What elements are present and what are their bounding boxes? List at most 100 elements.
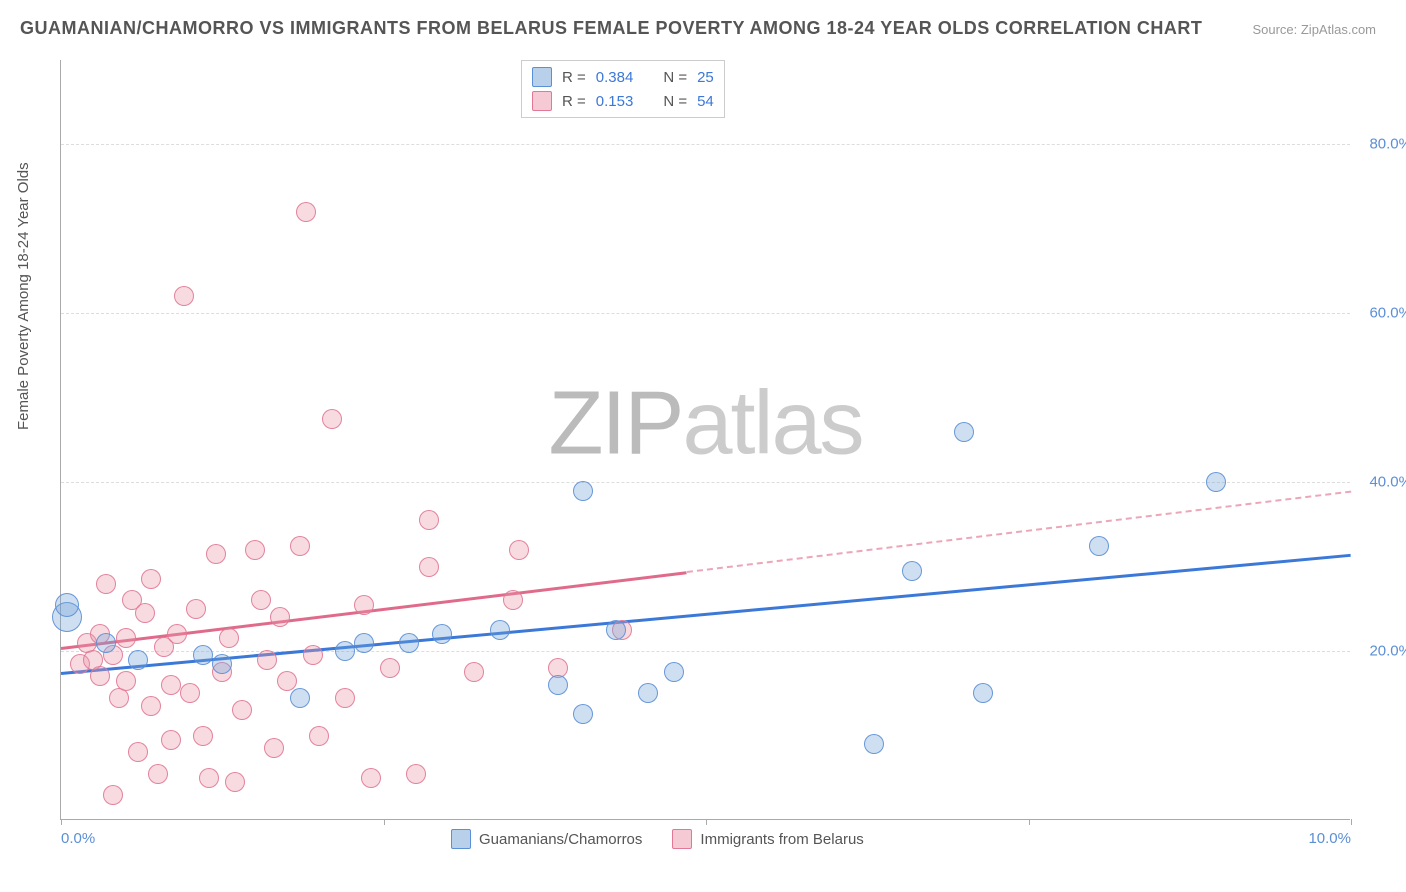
scatter-point xyxy=(296,202,316,222)
grid-line xyxy=(61,313,1350,314)
scatter-point xyxy=(206,544,226,564)
x-tick xyxy=(1029,819,1030,825)
n-value-blue: 25 xyxy=(697,69,714,86)
scatter-point xyxy=(322,409,342,429)
scatter-point xyxy=(399,633,419,653)
x-tick-label: 0.0% xyxy=(61,830,95,847)
swatch-pink-icon xyxy=(532,91,552,111)
scatter-point xyxy=(186,599,206,619)
scatter-point xyxy=(664,662,684,682)
scatter-point xyxy=(103,785,123,805)
scatter-point xyxy=(361,768,381,788)
legend-item-blue: Guamanians/Chamorros xyxy=(451,829,642,849)
scatter-point xyxy=(180,683,200,703)
scatter-point xyxy=(277,671,297,691)
scatter-point xyxy=(954,422,974,442)
scatter-point xyxy=(335,641,355,661)
legend-row-pink: R = 0.153 N = 54 xyxy=(532,89,714,113)
r-value-pink: 0.153 xyxy=(596,93,634,110)
scatter-point xyxy=(232,700,252,720)
scatter-point xyxy=(116,628,136,648)
trend-line-pink-extrapolated xyxy=(687,491,1352,573)
scatter-point xyxy=(161,730,181,750)
swatch-blue-icon xyxy=(532,67,552,87)
watermark: ZIPatlas xyxy=(548,373,862,476)
legend-row-blue: R = 0.384 N = 25 xyxy=(532,65,714,89)
scatter-point xyxy=(419,557,439,577)
scatter-point xyxy=(290,688,310,708)
n-label: N = xyxy=(663,93,687,110)
scatter-point xyxy=(219,628,239,648)
scatter-point xyxy=(464,662,484,682)
scatter-point xyxy=(161,675,181,695)
x-tick xyxy=(1351,819,1352,825)
chart-container: GUAMANIAN/CHAMORRO VS IMMIGRANTS FROM BE… xyxy=(0,0,1406,892)
scatter-point xyxy=(128,650,148,670)
r-label: R = xyxy=(562,93,586,110)
x-tick xyxy=(706,819,707,825)
scatter-point xyxy=(509,540,529,560)
scatter-point xyxy=(225,772,245,792)
scatter-point xyxy=(432,624,452,644)
scatter-point xyxy=(1089,536,1109,556)
scatter-point xyxy=(141,696,161,716)
r-value-blue: 0.384 xyxy=(596,69,634,86)
scatter-point xyxy=(548,675,568,695)
scatter-point xyxy=(128,742,148,762)
scatter-point xyxy=(503,590,523,610)
trend-line-blue xyxy=(61,554,1351,675)
scatter-point xyxy=(380,658,400,678)
grid-line xyxy=(61,651,1350,652)
watermark-atlas: atlas xyxy=(682,374,862,474)
watermark-zip: ZIP xyxy=(548,374,682,474)
scatter-point xyxy=(490,620,510,640)
swatch-blue-icon xyxy=(451,829,471,849)
scatter-point xyxy=(141,569,161,589)
x-tick xyxy=(384,819,385,825)
scatter-point xyxy=(251,590,271,610)
y-tick-label: 20.0% xyxy=(1369,643,1406,660)
y-tick-label: 80.0% xyxy=(1369,136,1406,153)
plot-area: ZIPatlas R = 0.384 N = 25 R = 0.153 N = … xyxy=(60,60,1350,820)
legend-label-blue: Guamanians/Chamorros xyxy=(479,831,642,848)
scatter-point xyxy=(193,645,213,665)
scatter-point xyxy=(212,654,232,674)
scatter-point xyxy=(638,683,658,703)
correlation-legend: R = 0.384 N = 25 R = 0.153 N = 54 xyxy=(521,60,725,118)
scatter-point xyxy=(270,607,290,627)
scatter-point xyxy=(167,624,187,644)
scatter-point xyxy=(573,481,593,501)
scatter-point xyxy=(148,764,168,784)
grid-line xyxy=(61,144,1350,145)
scatter-point xyxy=(864,734,884,754)
scatter-point xyxy=(335,688,355,708)
scatter-point xyxy=(96,574,116,594)
y-tick-label: 60.0% xyxy=(1369,305,1406,322)
scatter-point xyxy=(116,671,136,691)
scatter-point xyxy=(257,650,277,670)
scatter-point xyxy=(193,726,213,746)
legend-item-pink: Immigrants from Belarus xyxy=(672,829,863,849)
scatter-point xyxy=(174,286,194,306)
scatter-point xyxy=(606,620,626,640)
legend-label-pink: Immigrants from Belarus xyxy=(700,831,863,848)
x-tick-label: 10.0% xyxy=(1308,830,1351,847)
scatter-point xyxy=(55,593,79,617)
scatter-point xyxy=(1206,472,1226,492)
source-attribution: Source: ZipAtlas.com xyxy=(1252,22,1376,37)
scatter-point xyxy=(290,536,310,556)
scatter-point xyxy=(264,738,284,758)
scatter-point xyxy=(573,704,593,724)
scatter-point xyxy=(245,540,265,560)
scatter-point xyxy=(199,768,219,788)
scatter-point xyxy=(354,595,374,615)
y-tick-label: 40.0% xyxy=(1369,474,1406,491)
n-value-pink: 54 xyxy=(697,93,714,110)
y-axis-label: Female Poverty Among 18-24 Year Olds xyxy=(15,162,32,430)
swatch-pink-icon xyxy=(672,829,692,849)
chart-title: GUAMANIAN/CHAMORRO VS IMMIGRANTS FROM BE… xyxy=(20,18,1202,39)
scatter-point xyxy=(973,683,993,703)
scatter-point xyxy=(135,603,155,623)
scatter-point xyxy=(303,645,323,665)
scatter-point xyxy=(406,764,426,784)
